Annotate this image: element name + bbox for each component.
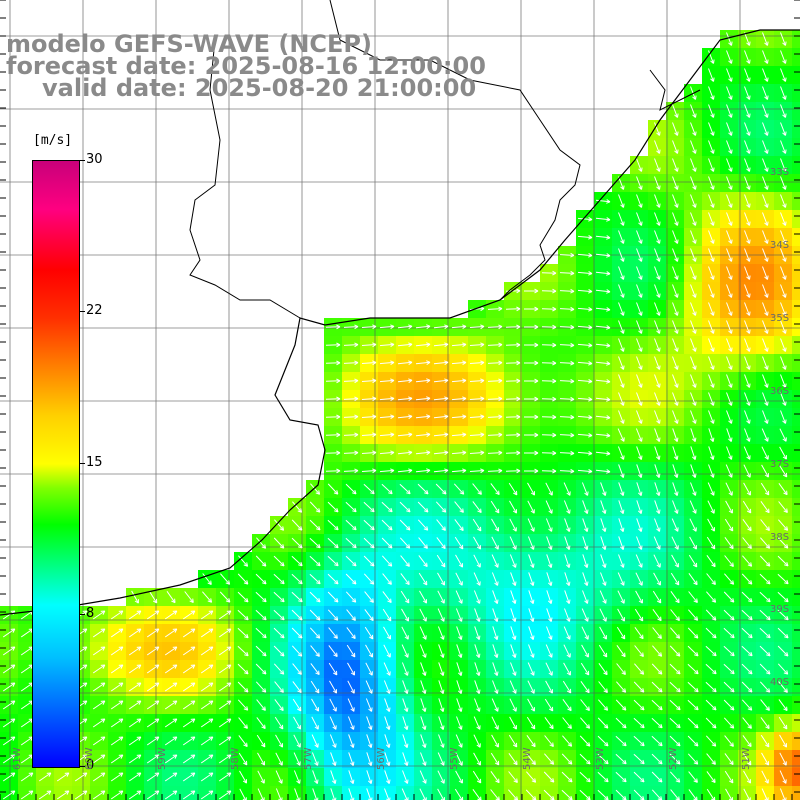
longitude-label: 60W	[84, 747, 95, 770]
longitude-label: 59W	[157, 747, 168, 770]
longitude-label: 52W	[668, 747, 679, 770]
valid-date: valid date: 2025-08-20 21:00:00	[42, 74, 477, 102]
longitude-label: 57W	[303, 747, 314, 770]
colorbar-tick-mark	[79, 614, 85, 615]
colorbar-tick-mark	[79, 160, 85, 161]
longitude-label: 56W	[376, 747, 387, 770]
latitude-label: 35S	[770, 313, 790, 324]
colorbar-tick-label: 15	[86, 455, 103, 470]
longitude-label: 55W	[449, 747, 460, 770]
latitude-label: 38S	[770, 532, 790, 543]
longitude-label: 61W	[12, 747, 23, 770]
latitude-label: 33S	[770, 167, 790, 178]
colorbar-tick-mark	[79, 311, 85, 312]
latitude-label: 37S	[770, 459, 790, 470]
forecast-date: forecast date: 2025-08-16 12:00:00	[6, 52, 486, 80]
longitude-label: 54W	[522, 747, 533, 770]
colorbar-tick-label: 8	[86, 606, 95, 621]
latitude-label: 34S	[770, 240, 790, 251]
latitude-label: 36S	[770, 386, 790, 397]
model-title: modelo GEFS-WAVE (NCEP)	[6, 30, 372, 58]
longitude-label: 51W	[741, 747, 752, 770]
latitude-label: 40S	[770, 677, 790, 688]
colorbar-units: [m/s]	[33, 133, 73, 148]
colorbar-tick-mark	[79, 766, 85, 767]
colorbar-tick-label: 30	[86, 152, 103, 167]
latitude-label: 39S	[770, 604, 790, 615]
colorbar-tick-label: 0	[86, 758, 95, 773]
colorbar	[32, 160, 80, 768]
longitude-label: 53W	[595, 747, 606, 770]
colorbar-tick-label: 22	[86, 303, 103, 318]
longitude-label: 58W	[230, 747, 241, 770]
colorbar-tick-mark	[79, 463, 85, 464]
